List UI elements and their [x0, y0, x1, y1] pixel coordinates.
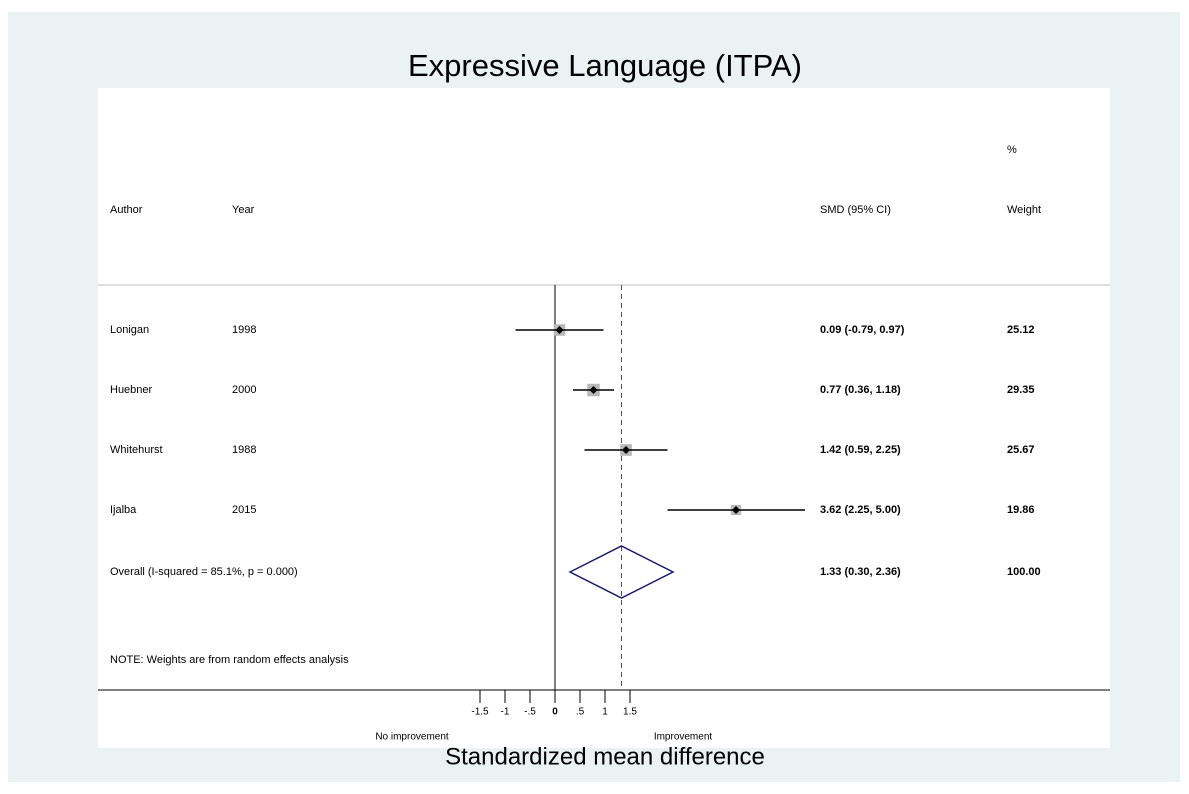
weight-label: 25.67 [1007, 444, 1035, 456]
estimate-label: 1.42 (0.59, 2.25) [820, 444, 901, 456]
x-tick-label: 1.5 [623, 707, 637, 718]
estimate-label: 3.62 (2.25, 5.00) [820, 504, 901, 516]
weight-label: 25.12 [1007, 324, 1035, 336]
point-estimate [732, 506, 740, 514]
author: Whitehurst [110, 444, 163, 456]
year: 2000 [232, 384, 256, 396]
overall-label: Overall (I-squared = 85.1%, p = 0.000) [110, 566, 298, 578]
chart-title: Expressive Language (ITPA) [408, 48, 802, 83]
author: Ijalba [110, 504, 137, 516]
author: Huebner [110, 384, 153, 396]
x-axis-title: Standardized mean difference [445, 743, 765, 770]
note: NOTE: Weights are from random effects an… [110, 654, 349, 666]
direction-label: No improvement [375, 732, 449, 743]
x-tick-label: .5 [576, 707, 585, 718]
column-header: % [1007, 144, 1017, 156]
x-tick-label: -1 [501, 707, 510, 718]
direction-label: Improvement [654, 732, 713, 743]
x-tick-label: 0 [552, 707, 558, 718]
column-header: Weight [1007, 204, 1041, 216]
point-estimate [555, 326, 564, 334]
x-tick-label: -1.5 [471, 707, 489, 718]
column-header: Author [110, 204, 143, 216]
point-estimate [622, 446, 630, 454]
weight-label: 19.86 [1007, 504, 1035, 516]
year: 2015 [232, 504, 256, 516]
estimate-label: 0.77 (0.36, 1.18) [820, 384, 901, 396]
x-tick-label: 1 [602, 707, 608, 718]
estimate-label: 0.09 (-0.79, 0.97) [820, 324, 905, 336]
point-estimate [589, 386, 598, 394]
weight-label: 100.00 [1007, 566, 1041, 578]
author: Lonigan [110, 324, 149, 336]
column-header: Year [232, 204, 255, 216]
weight-label: 29.35 [1007, 384, 1035, 396]
year: 1988 [232, 444, 256, 456]
x-tick-label: -.5 [524, 707, 536, 718]
overall-diamond [568, 545, 675, 599]
column-header: SMD (95% CI) [820, 204, 891, 216]
estimate-label: 1.33 (0.30, 2.36) [820, 566, 901, 578]
year: 1998 [232, 324, 256, 336]
plot-background [98, 88, 1110, 748]
